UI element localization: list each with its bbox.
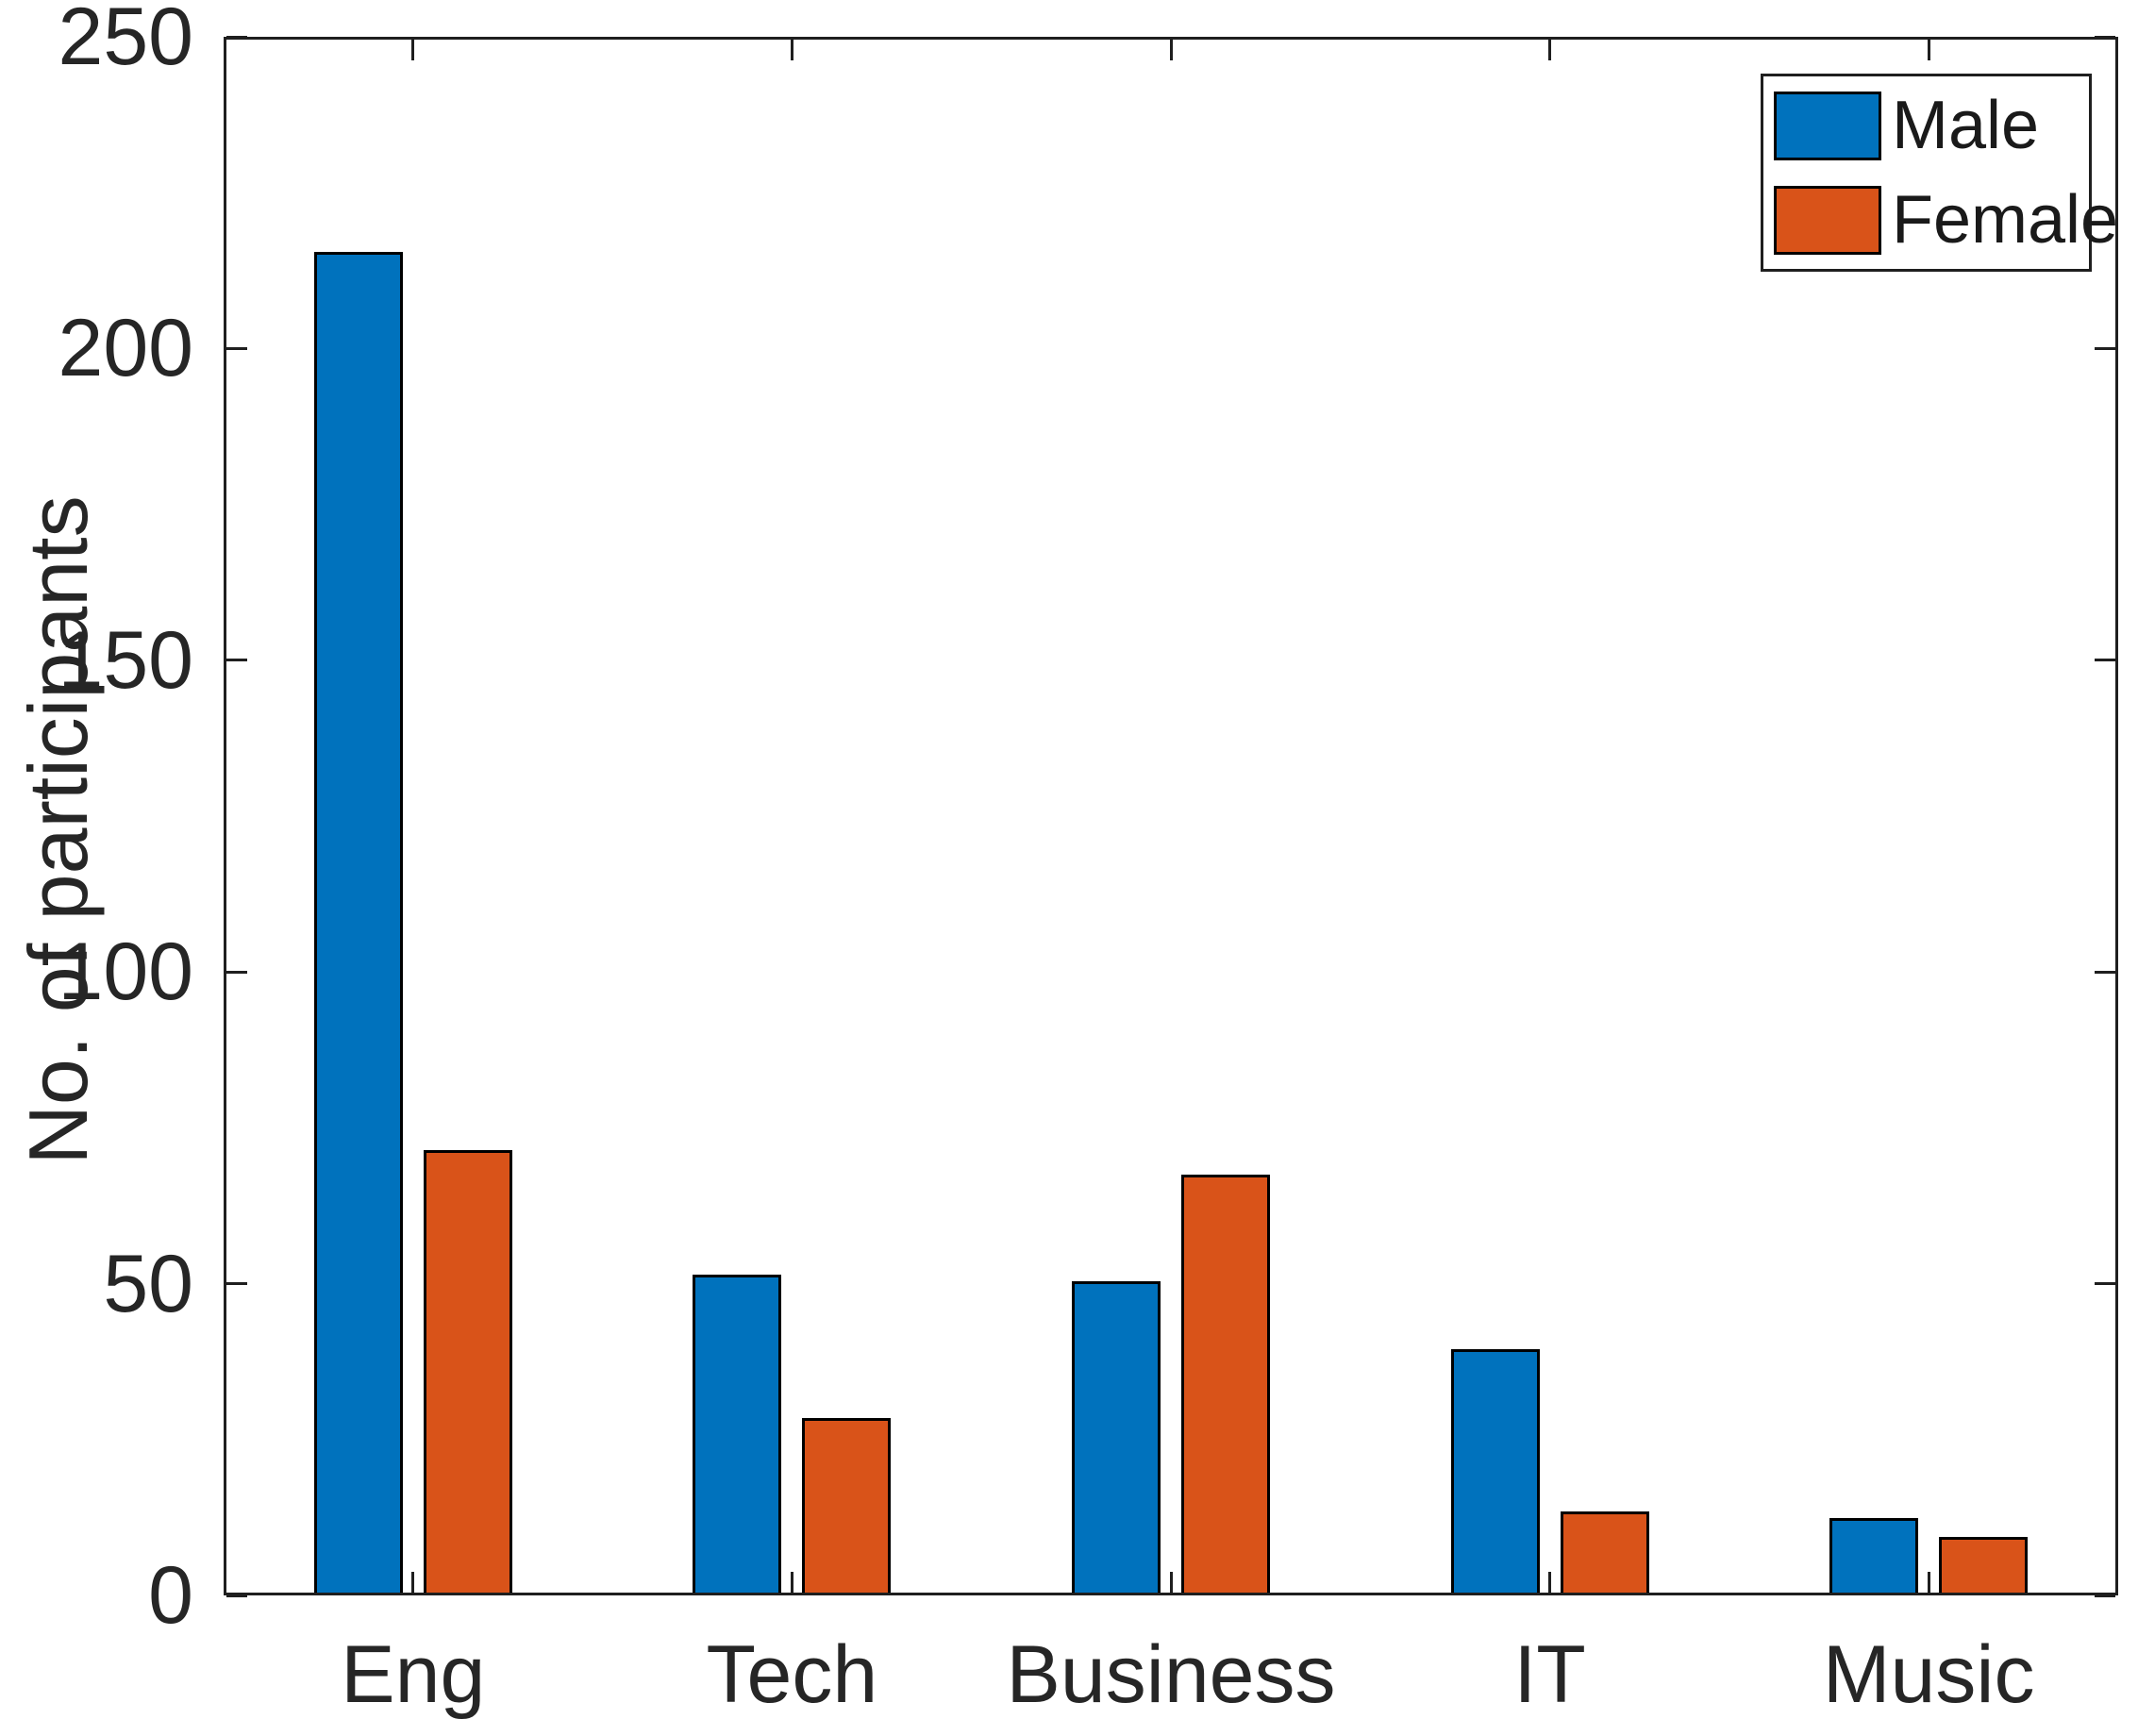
bar-female-it: [1560, 1511, 1649, 1593]
y-axis-label: No. of participants: [11, 495, 105, 1165]
x-tick: [411, 1572, 415, 1593]
legend: Male Female: [1761, 74, 2118, 272]
y-tick-right: [2095, 659, 2115, 662]
bar-male-tech: [693, 1275, 782, 1593]
legend-label-male: Male: [1892, 88, 2040, 163]
x-tick-top: [1927, 40, 1930, 60]
y-tick-label: 200: [58, 303, 194, 394]
bar-female-eng: [423, 1149, 512, 1593]
bar-male-eng: [313, 252, 403, 1593]
x-tick: [790, 1572, 793, 1593]
bar-female-tech: [802, 1417, 892, 1593]
x-tick-label-eng: Eng: [341, 1629, 486, 1720]
x-tick-label-it: IT: [1513, 1629, 1586, 1720]
y-tick-label: 0: [148, 1550, 193, 1641]
x-tick-top: [1169, 40, 1173, 60]
y-tick-label: 150: [58, 614, 194, 706]
bar-male-it: [1450, 1349, 1540, 1593]
legend-swatch-female: [1774, 186, 1881, 255]
bar-female-music: [1939, 1536, 2029, 1593]
y-tick-label: 100: [58, 926, 194, 1018]
x-tick: [1927, 1572, 1930, 1593]
y-tick: [226, 970, 247, 974]
x-tick: [1548, 1572, 1552, 1593]
x-tick-label-music: Music: [1822, 1629, 2035, 1720]
y-tick-right: [2095, 970, 2115, 974]
y-tick: [226, 1282, 247, 1286]
x-tick-top: [1548, 40, 1552, 60]
bar-male-business: [1072, 1280, 1161, 1593]
y-tick-label: 50: [103, 1238, 193, 1329]
plot-area: [224, 35, 2118, 1597]
y-tick-right: [2095, 35, 2115, 39]
x-tick-top: [411, 40, 415, 60]
legend-swatch-male: [1774, 92, 1881, 160]
bar-female-business: [1181, 1175, 1270, 1593]
bar-male-music: [1829, 1517, 1919, 1593]
x-tick-label-business: Business: [1006, 1629, 1336, 1720]
y-tick: [226, 35, 247, 39]
y-tick: [226, 659, 247, 662]
y-tick-right: [2095, 1282, 2115, 1286]
y-tick-right: [2095, 1594, 2115, 1597]
y-tick-right: [2095, 346, 2115, 350]
legend-label-female: Female: [1892, 182, 2119, 258]
y-tick: [226, 346, 247, 350]
x-tick-top: [790, 40, 793, 60]
y-tick-label: 250: [58, 0, 194, 82]
y-tick: [226, 1594, 247, 1597]
x-tick-label-tech: Tech: [706, 1629, 878, 1720]
x-tick: [1169, 1572, 1173, 1593]
